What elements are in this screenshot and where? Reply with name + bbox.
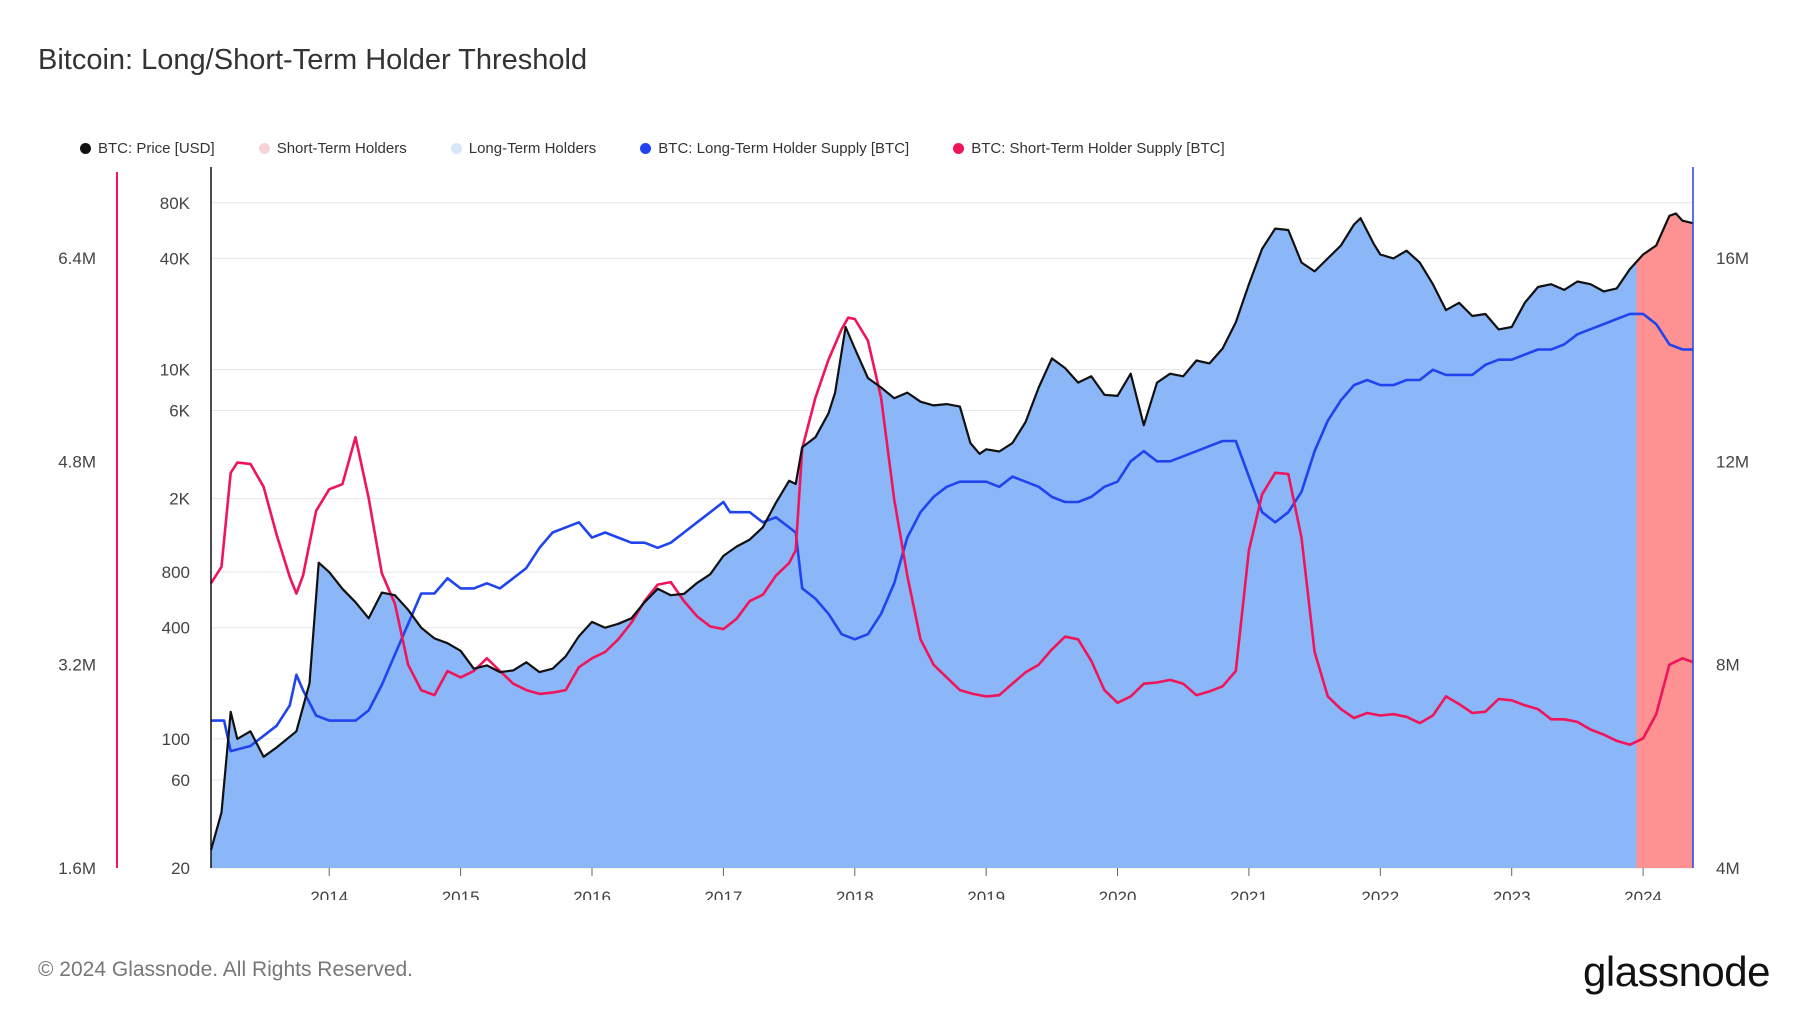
x-tick-label: 2015	[442, 888, 480, 900]
long-term-holder-regime-area	[211, 218, 1637, 868]
copyright-footer: © 2024 Glassnode. All Rights Reserved.	[38, 958, 414, 981]
legend-item-4[interactable]: BTC: Short-Term Holder Supply [BTC]	[953, 140, 1225, 157]
x-tick-label: 2016	[573, 888, 611, 900]
price-tick-label: 20	[171, 859, 190, 878]
x-tick-label: 2023	[1493, 888, 1531, 900]
legend-item-2[interactable]: Long-Term Holders	[450, 140, 597, 157]
left-tick-label: 1.6M	[58, 859, 96, 878]
x-tick-label: 2018	[836, 888, 874, 900]
x-tick-label: 2022	[1361, 888, 1399, 900]
chart-legend: BTC: Price [USD] Short-Term Holders Long-T…	[80, 140, 1269, 157]
x-tick-label: 2019	[967, 888, 1005, 900]
price-tick-label: 800	[162, 563, 190, 582]
btc-price-line	[209, 212, 1694, 851]
left-tick-label: 6.4M	[58, 249, 96, 268]
chart-canvas[interactable]: 80K 40K 10K 6K 2K 800 400 100 60 20 6.4M 4.8M 3.2M 1.…	[0, 0, 1800, 900]
price-tick-label: 100	[162, 730, 190, 749]
legend-dot-icon	[450, 143, 462, 154]
x-tick-label: 2017	[704, 888, 742, 900]
price-tick-label: 6K	[169, 402, 190, 421]
left-tick-label: 3.2M	[58, 656, 96, 675]
x-tick-label: 2020	[1099, 888, 1137, 900]
left-tick-label: 4.8M	[58, 452, 96, 471]
x-tick-label: 2014	[310, 888, 348, 900]
price-tick-label: 2K	[169, 490, 190, 509]
legend-label: Short-Term Holders	[276, 140, 407, 157]
chart-title: Bitcoin: Long/Short-Term Holder Threshol…	[38, 44, 588, 76]
price-tick-label: 10K	[160, 361, 191, 380]
lth-supply-line	[211, 312, 1693, 753]
legend-label: BTC: Price [USD]	[98, 140, 215, 157]
legend-item-1[interactable]: Short-Term Holders	[258, 140, 407, 157]
price-tick-label: 40K	[160, 249, 191, 268]
right-tick-label: 12M	[1716, 452, 1749, 471]
legend-dot-icon	[953, 143, 965, 154]
legend-label: BTC: Long-Term Holder Supply [BTC]	[658, 140, 910, 157]
price-tick-label: 80K	[160, 194, 191, 213]
x-tick-label: 2021	[1230, 888, 1268, 900]
legend-dot-icon	[258, 143, 270, 154]
right-tick-label: 16M	[1716, 249, 1749, 268]
price-tick-label: 60	[171, 771, 190, 790]
legend-item-3[interactable]: BTC: Long-Term Holder Supply [BTC]	[640, 140, 909, 157]
price-tick-label: 400	[162, 619, 190, 638]
sth-supply-line	[209, 316, 1694, 746]
legend-dot-icon	[80, 143, 91, 154]
right-tick-label: 4M	[1716, 859, 1740, 878]
legend-dot-icon	[640, 143, 652, 154]
glassnode-logo: glassnode	[1583, 948, 1770, 995]
legend-label: Long-Term Holders	[468, 140, 597, 157]
legend-label: BTC: Short-Term Holder Supply [BTC]	[971, 140, 1225, 157]
short-term-holder-regime-area	[1636, 213, 1693, 868]
legend-item-0[interactable]: BTC: Price [USD]	[80, 140, 215, 157]
x-tick-label: 2024	[1624, 888, 1662, 900]
right-tick-label: 8M	[1716, 656, 1740, 675]
